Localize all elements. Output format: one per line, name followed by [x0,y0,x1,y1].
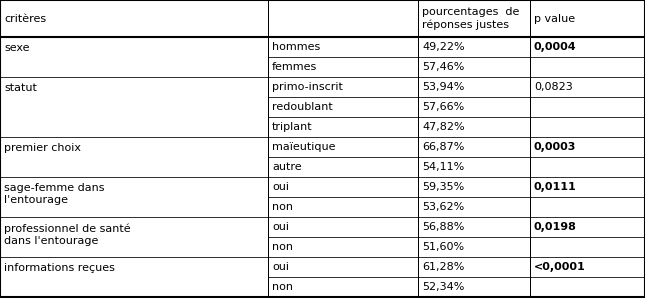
Text: redoublant: redoublant [272,102,333,112]
Text: maïeutique: maïeutique [272,142,335,152]
Text: femmes: femmes [272,62,317,72]
Bar [418,217,530,237]
Bar [268,117,418,137]
Bar [268,137,418,157]
Text: primo-inscrit: primo-inscrit [272,82,343,92]
Text: p value: p value [534,13,575,24]
Bar [0,37,268,77]
Text: 53,62%: 53,62% [422,202,464,212]
Bar [268,237,418,257]
Bar [530,77,645,97]
Bar [0,0,268,37]
Text: premier choix: premier choix [4,143,81,153]
Text: 66,87%: 66,87% [422,142,464,152]
Bar [268,257,418,277]
Text: 0,0111: 0,0111 [534,182,577,192]
Text: 47,82%: 47,82% [422,122,464,132]
Bar [530,237,645,257]
Text: 59,35%: 59,35% [422,182,464,192]
Text: 0,0004: 0,0004 [534,42,577,52]
Bar [530,257,645,277]
Bar [418,57,530,77]
Text: 51,60%: 51,60% [422,242,464,252]
Bar [530,117,645,137]
Text: 53,94%: 53,94% [422,82,464,92]
Text: 52,34%: 52,34% [422,282,464,292]
Bar [530,137,645,157]
Bar [0,177,268,217]
Bar [418,197,530,217]
Text: 0,0823: 0,0823 [534,82,573,92]
Bar [268,57,418,77]
Bar [0,217,268,257]
Bar [530,57,645,77]
Text: non: non [272,202,293,212]
Bar [268,37,418,57]
Text: critères: critères [4,13,46,24]
Text: autre: autre [272,162,302,172]
Text: 0,0003: 0,0003 [534,142,577,152]
Bar [530,177,645,197]
Bar [530,277,645,297]
Text: <0,0001: <0,0001 [534,262,586,272]
Text: 49,22%: 49,22% [422,42,464,52]
Bar [530,197,645,217]
Text: oui: oui [272,262,289,272]
Bar [0,257,268,297]
Bar [268,177,418,197]
Bar [268,97,418,117]
Bar [418,277,530,297]
Bar [268,197,418,217]
Text: hommes: hommes [272,42,321,52]
Bar [418,137,530,157]
Text: statut: statut [4,83,37,93]
Text: 61,28%: 61,28% [422,262,464,272]
Text: oui: oui [272,182,289,192]
Bar [268,77,418,97]
Text: informations reçues: informations reçues [4,263,115,273]
Bar [418,0,530,37]
Bar [418,257,530,277]
Text: oui: oui [272,222,289,232]
Bar [268,217,418,237]
Text: 0,0198: 0,0198 [534,222,577,232]
Bar [268,277,418,297]
Text: 56,88%: 56,88% [422,222,464,232]
Bar [418,97,530,117]
Bar [268,157,418,177]
Bar [0,137,268,177]
Bar [530,157,645,177]
Bar [530,0,645,37]
Bar [418,177,530,197]
Bar [418,77,530,97]
Text: sexe: sexe [4,43,30,53]
Text: non: non [272,282,293,292]
Bar [268,0,418,37]
Text: 57,46%: 57,46% [422,62,464,72]
Bar [530,217,645,237]
Text: professionnel de santé
dans l'entourage: professionnel de santé dans l'entourage [4,223,131,246]
Bar [0,77,268,137]
Text: non: non [272,242,293,252]
Text: triplant: triplant [272,122,313,132]
Text: 57,66%: 57,66% [422,102,464,112]
Text: pourcentages  de
réponses justes: pourcentages de réponses justes [422,7,519,30]
Text: sage-femme dans
l'entourage: sage-femme dans l'entourage [4,183,104,205]
Bar [530,97,645,117]
Text: 54,11%: 54,11% [422,162,464,172]
Bar [418,37,530,57]
Bar [418,237,530,257]
Bar [418,157,530,177]
Bar [530,37,645,57]
Bar [418,117,530,137]
